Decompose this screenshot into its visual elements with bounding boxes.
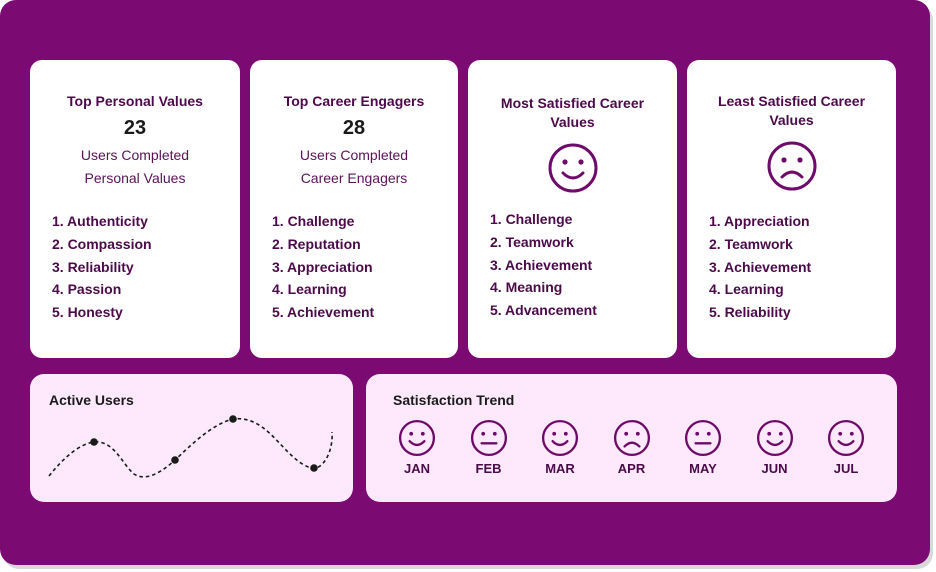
- card-title-line2: Values: [769, 112, 814, 128]
- month-label: MAR: [545, 461, 575, 476]
- list-item: 5. Achievement: [272, 304, 375, 321]
- list-item: 1. Appreciation: [709, 213, 810, 229]
- active-users-panel[interactable]: Active Users: [30, 374, 353, 502]
- sparkline-point: [171, 456, 179, 464]
- users-count: 28: [342, 117, 366, 139]
- neutral-face-icon: [684, 419, 722, 457]
- users-count: 23: [123, 117, 147, 139]
- card-title: Top Career Engagers: [283, 93, 425, 109]
- satisfaction-trend-panel[interactable]: Satisfaction Trend JAN FEB MAR APR MAY JUN JUL: [366, 374, 897, 502]
- list-item: 2. Compassion: [52, 235, 152, 252]
- card-title-line1: Least Satisfied Career: [717, 93, 866, 109]
- neutral-face-icon: [470, 419, 507, 457]
- card-title: Top Personal Values: [67, 93, 203, 109]
- list-item: 4. Learning: [272, 281, 347, 298]
- list-item: 3. Achievement: [709, 258, 812, 275]
- least-satisfied-list: 1. Appreciation 2. Teamwork 3. Achieveme…: [709, 210, 811, 324]
- month-mar[interactable]: MAR: [535, 419, 585, 476]
- list-item: 5. Reliability: [709, 304, 791, 321]
- happy-face-icon: [541, 419, 579, 457]
- happy-face-icon: [756, 419, 793, 457]
- top-personal-values-card[interactable]: Top Personal Values 23 Users Completed P…: [30, 60, 240, 358]
- list-item: 4. Learning: [709, 281, 784, 298]
- sad-face-icon: [767, 141, 816, 191]
- list-item: 2. Teamwork: [490, 233, 574, 250]
- happy-face-icon: [827, 419, 865, 457]
- panel-title: Satisfaction Trend: [393, 392, 515, 408]
- most-satisfied-values-card[interactable]: Most Satisfied Career Values 1. Challeng…: [468, 60, 677, 358]
- engagers-list: 1. Challenge 2. Reputation 3. Appreciati…: [272, 210, 374, 324]
- month-label: APR: [617, 461, 646, 476]
- card-title-line1: Most Satisfied Career: [500, 95, 645, 111]
- active-users-sparkline: [48, 415, 333, 478]
- list-item: 5. Advancement: [490, 302, 597, 319]
- list-item: 3. Achievement: [490, 256, 593, 273]
- happy-face-icon: [398, 419, 436, 457]
- satisfied-list: 1. Challenge 2. Teamwork 3. Achievement …: [490, 208, 597, 322]
- month-label: JUN: [761, 461, 788, 476]
- month-feb[interactable]: FEB: [464, 419, 514, 476]
- card-title-line2: Values: [550, 114, 595, 130]
- least-satisfied-values-card[interactable]: Least Satisfied Career Values 1. Appreci…: [687, 60, 896, 358]
- count-caption-line2: Career Engagers: [300, 170, 408, 186]
- month-jan[interactable]: JAN: [392, 419, 442, 476]
- month-may[interactable]: MAY: [678, 419, 728, 476]
- list-item: 1. Challenge: [490, 211, 573, 227]
- list-item: 4. Passion: [52, 281, 122, 298]
- panel-title: Active Users: [49, 392, 134, 408]
- sad-face-icon: [613, 419, 650, 457]
- sparkline-point: [310, 464, 318, 472]
- sparkline-point: [90, 438, 98, 446]
- count-caption-line2: Personal Values: [84, 170, 186, 186]
- list-item: 2. Reputation: [272, 235, 361, 252]
- month-jul[interactable]: JUL: [821, 419, 871, 476]
- sparkline-point: [229, 415, 237, 423]
- month-label: JAN: [403, 461, 430, 476]
- month-label: FEB: [475, 461, 502, 476]
- month-apr[interactable]: APR: [607, 419, 657, 476]
- list-item: 1. Challenge: [272, 213, 355, 229]
- list-item: 2. Teamwork: [709, 235, 793, 252]
- list-item: 5. Honesty: [52, 304, 123, 321]
- values-list: 1. Authenticity 2. Compassion 3. Reliabi…: [52, 210, 152, 324]
- list-item: 4. Meaning: [490, 279, 563, 296]
- list-item: 3. Appreciation: [272, 258, 373, 275]
- month-label: MAY: [689, 461, 717, 476]
- list-item: 1. Authenticity: [52, 213, 148, 229]
- month-jun[interactable]: JUN: [750, 419, 800, 476]
- list-item: 3. Reliability: [52, 258, 134, 275]
- count-caption-line1: Users Completed: [80, 147, 190, 163]
- smile-face-icon: [548, 143, 597, 193]
- top-career-engagers-card[interactable]: Top Career Engagers 28 Users Completed C…: [250, 60, 458, 358]
- month-label: JUL: [833, 461, 859, 476]
- count-caption-line1: Users Completed: [299, 147, 409, 163]
